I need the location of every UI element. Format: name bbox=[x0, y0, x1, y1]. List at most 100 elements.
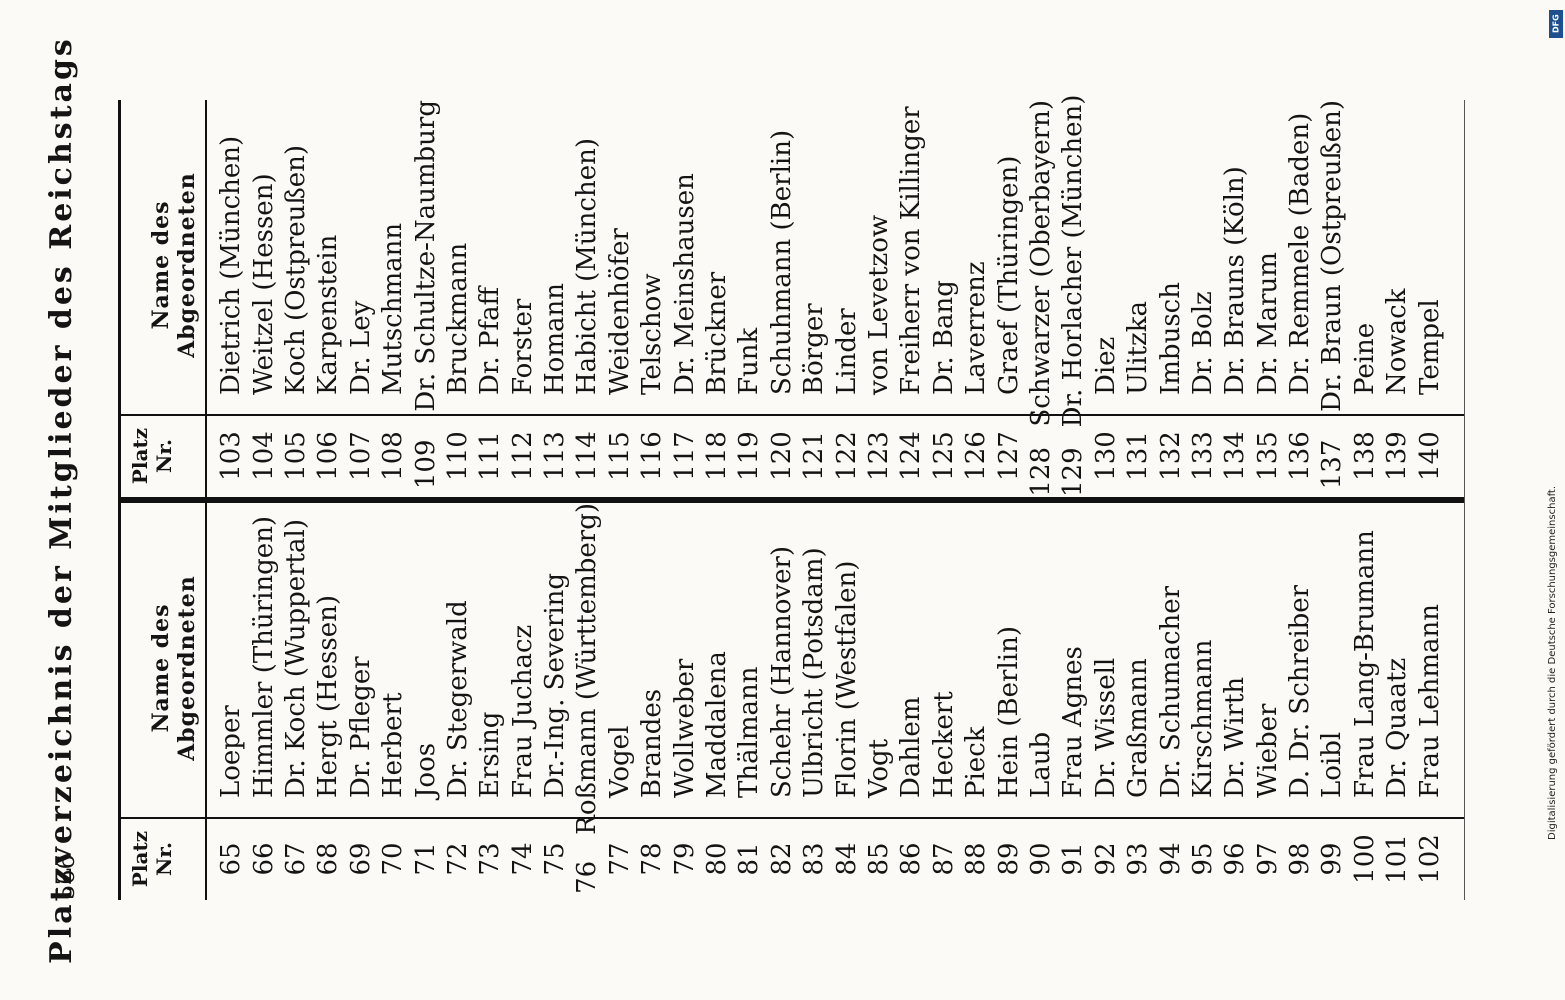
deputy-name: Frau Agnes bbox=[1058, 646, 1089, 798]
seat-row: 73 Ersing bbox=[474, 503, 506, 900]
seat-row: 65 Loeper bbox=[215, 503, 247, 900]
deputy-name: Laverrenz bbox=[961, 261, 992, 395]
seat-number: 78 bbox=[637, 842, 668, 876]
seat-number: 91 bbox=[1058, 842, 1089, 876]
seat-number: 109 bbox=[410, 439, 441, 490]
rotated-page: 566 Platzverzeichnis der Mitglieder des … bbox=[44, 36, 1465, 964]
seat-row: 111 Dr. Pfaff bbox=[474, 100, 506, 497]
seat-number: 136 bbox=[1285, 431, 1316, 481]
deputy-name: Kirschmann bbox=[1187, 639, 1218, 798]
deputy-name: Dr. Quaatz bbox=[1382, 657, 1413, 798]
seat-number: 81 bbox=[734, 842, 765, 876]
deputy-name: Imbusch bbox=[1155, 282, 1186, 395]
seat-row: 107 Dr. Ley bbox=[345, 100, 377, 497]
seat-row: 99 Loibl bbox=[1316, 503, 1348, 900]
seat-number: 106 bbox=[313, 431, 344, 481]
dfg-credit: Digitalisierung gefördert durch die Deut… bbox=[1547, 10, 1563, 840]
seat-number: 138 bbox=[1349, 431, 1380, 481]
seat-number: 116 bbox=[637, 431, 668, 481]
seat-number: 121 bbox=[799, 431, 830, 481]
seat-row: 81 Thälmann bbox=[733, 503, 765, 900]
deputy-name: Dr. Ley bbox=[345, 300, 376, 395]
seat-number: 100 bbox=[1349, 834, 1380, 884]
seat-row: 104 Weitzel (Hessen) bbox=[247, 100, 279, 497]
deputy-name: von Levetzow bbox=[864, 214, 894, 395]
seat-row: 136 Dr. Remmele (Baden) bbox=[1284, 100, 1316, 497]
deputy-name: Schehr (Hannover) bbox=[766, 545, 797, 798]
seat-number: 98 bbox=[1285, 842, 1316, 876]
deputy-name: Koch (Ostpreußen) bbox=[280, 144, 311, 395]
deputy-name: Börger bbox=[799, 303, 830, 395]
seat-row: 134 Dr. Brauns (Köln) bbox=[1219, 100, 1251, 497]
seat-row: 130 Diez bbox=[1090, 100, 1122, 497]
right-seat-list: 103 Dietrich (München) 104 Weitzel (Hessen)… bbox=[215, 95, 1446, 497]
deputy-name: Freiherr von Killinger bbox=[896, 106, 927, 395]
seat-row: 92 Dr. Wissell bbox=[1090, 503, 1122, 900]
deputy-name: Ulbricht (Potsdam) bbox=[799, 547, 830, 798]
seat-number: 68 bbox=[313, 842, 344, 876]
seat-row: 117 Dr. Meinshausen bbox=[668, 100, 700, 497]
deputy-name: Wollweber bbox=[669, 658, 700, 798]
deputy-name: Weitzel (Hessen) bbox=[248, 173, 279, 395]
seat-number: 119 bbox=[734, 431, 765, 481]
seat-row: 77 Vogel bbox=[604, 503, 636, 900]
seat-row: 70 Herbert bbox=[377, 503, 409, 900]
seat-number: 132 bbox=[1155, 431, 1186, 481]
seat-row: 126 Laverrenz bbox=[960, 100, 992, 497]
seat-number: 88 bbox=[961, 842, 992, 876]
seat-number: 99 bbox=[1317, 842, 1348, 876]
seat-number: 112 bbox=[507, 431, 538, 481]
seat-row: 110 Bruckmann bbox=[442, 100, 474, 497]
seat-number: 70 bbox=[378, 842, 409, 876]
seat-number: 74 bbox=[507, 842, 538, 876]
seat-row: 86 Dahlem bbox=[895, 503, 927, 900]
deputy-name: Wieber bbox=[1252, 703, 1283, 798]
deputy-name: Graßmann bbox=[1123, 658, 1154, 798]
deputy-name: Bruckmann bbox=[442, 242, 473, 395]
deputy-name: Nowack bbox=[1382, 288, 1413, 395]
deputy-name: D. Dr. Schreiber bbox=[1285, 584, 1316, 798]
seat-row: 94 Dr. Schumacher bbox=[1154, 503, 1186, 900]
seat-number: 65 bbox=[216, 842, 247, 876]
seat-number: 133 bbox=[1187, 431, 1218, 481]
table-bottom-rule bbox=[1464, 100, 1465, 900]
seat-row: 68 Hergt (Hessen) bbox=[312, 503, 344, 900]
seat-number: 135 bbox=[1252, 431, 1283, 481]
deputy-name: Schuhmann (Berlin) bbox=[766, 129, 797, 395]
deputy-name: Frau Lang-Brumann bbox=[1349, 530, 1380, 798]
deputy-name: Habicht (München) bbox=[572, 138, 603, 395]
page-title: Platzverzeichnis der Mitglieder des Reic… bbox=[44, 36, 79, 964]
seat-row: 102 Frau Lehmann bbox=[1413, 503, 1445, 900]
seat-row: 95 Kirschmann bbox=[1187, 503, 1219, 900]
seat-row: 137 Dr. Braun (Ostpreußen) bbox=[1316, 100, 1348, 497]
seat-row: 76 Roßmann (Württemberg) bbox=[571, 503, 603, 900]
right-name-header: Name des Abgeordneten bbox=[148, 172, 200, 358]
seat-row: 128 Schwarzer (Oberbayern) bbox=[1025, 100, 1057, 497]
dfg-logo: DFG bbox=[1549, 10, 1563, 38]
seat-row: 83 Ulbricht (Potsdam) bbox=[798, 503, 830, 900]
seat-number: 120 bbox=[766, 431, 797, 481]
seat-row: 91 Frau Agnes bbox=[1057, 503, 1089, 900]
seat-number: 73 bbox=[475, 842, 506, 876]
seat-row: 84 Florin (Westfalen) bbox=[830, 503, 862, 900]
seat-row: 133 Dr. Bolz bbox=[1187, 100, 1219, 497]
seat-row: 66 Himmler (Thüringen) bbox=[247, 503, 279, 900]
deputy-name: Schwarzer (Oberbayern) bbox=[1025, 100, 1056, 427]
deputy-name: Dahlem bbox=[896, 696, 927, 798]
seat-number: 93 bbox=[1123, 842, 1154, 876]
seat-number: 72 bbox=[442, 842, 473, 876]
seat-number: 94 bbox=[1155, 842, 1186, 876]
seat-row: 135 Dr. Marum bbox=[1252, 100, 1284, 497]
seat-number: 102 bbox=[1414, 834, 1445, 884]
seat-row: 139 Nowack bbox=[1381, 100, 1413, 497]
deputy-name: Tempel bbox=[1414, 299, 1445, 395]
deputy-name: Dr. Marum bbox=[1252, 252, 1283, 395]
seat-row: 131 Ulitzka bbox=[1122, 100, 1154, 497]
seat-number: 89 bbox=[993, 842, 1024, 876]
seat-number: 80 bbox=[702, 842, 733, 876]
left-number-header: Platz Nr. bbox=[128, 830, 176, 888]
seat-row: 113 Homann bbox=[539, 100, 571, 497]
seat-row: 125 Dr. Bang bbox=[928, 100, 960, 497]
deputy-name: Peine bbox=[1349, 322, 1380, 395]
deputy-name: Frau Lehmann bbox=[1414, 603, 1445, 798]
